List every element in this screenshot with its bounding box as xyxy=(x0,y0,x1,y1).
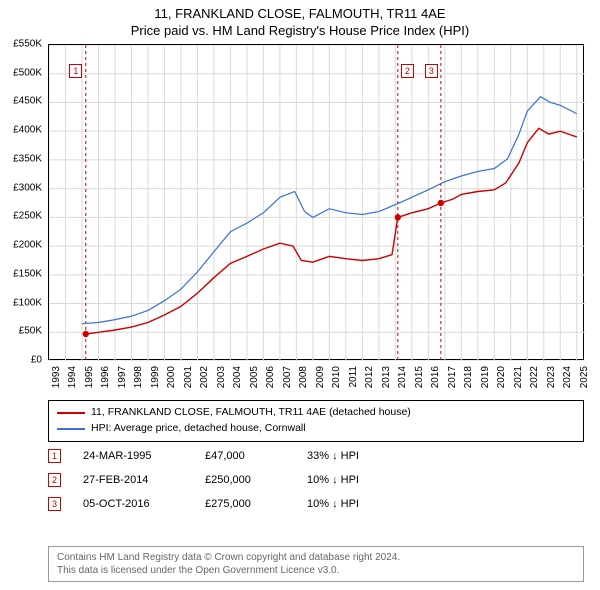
sale-events-table: 1 24-MAR-1995 £47,000 33% ↓ HPI 2 27-FEB-2014… xyxy=(48,444,584,516)
sale-marker-1: 1 xyxy=(69,64,82,78)
x-tick-label: 2013 xyxy=(381,366,392,388)
attribution-footer: Contains HM Land Registry data © Crown c… xyxy=(48,546,584,582)
footer-line-1: Contains HM Land Registry data © Crown c… xyxy=(57,551,575,564)
x-tick-label: 2017 xyxy=(447,366,458,388)
event-price: £275,000 xyxy=(205,498,285,510)
y-tick-label: £450K xyxy=(13,96,42,107)
chart-svg xyxy=(49,45,585,361)
sale-marker-2: 2 xyxy=(401,64,414,78)
x-tick-label: 2018 xyxy=(463,366,474,388)
x-tick-label: 2003 xyxy=(216,366,227,388)
title-line-2: Price paid vs. HM Land Registry's House … xyxy=(0,23,600,40)
x-tick-label: 2001 xyxy=(183,366,194,388)
y-axis-labels: £0£50K£100K£150K£200K£250K£300K£350K£400… xyxy=(0,44,46,360)
x-tick-label: 2021 xyxy=(513,366,524,388)
x-tick-label: 2005 xyxy=(249,366,260,388)
event-hpi: 10% ↓ HPI xyxy=(307,498,359,510)
title-block: 11, FRANKLAND CLOSE, FALMOUTH, TR11 4AE … xyxy=(0,0,600,42)
y-tick-label: £200K xyxy=(13,240,42,251)
x-tick-label: 2009 xyxy=(315,366,326,388)
legend-swatch xyxy=(57,412,85,414)
x-tick-label: 2011 xyxy=(348,366,359,388)
event-date: 27-FEB-2014 xyxy=(83,474,183,486)
legend-item: 11, FRANKLAND CLOSE, FALMOUTH, TR11 4AE … xyxy=(57,405,575,421)
y-tick-label: £250K xyxy=(13,211,42,222)
legend-item: HPI: Average price, detached house, Corn… xyxy=(57,421,575,437)
legend-label: HPI: Average price, detached house, Corn… xyxy=(91,421,306,437)
x-tick-label: 2007 xyxy=(282,366,293,388)
x-tick-label: 2008 xyxy=(298,366,309,388)
y-tick-label: £350K xyxy=(13,153,42,164)
x-tick-label: 1999 xyxy=(150,366,161,388)
legend-label: 11, FRANKLAND CLOSE, FALMOUTH, TR11 4AE … xyxy=(91,405,411,421)
sale-event-row: 2 27-FEB-2014 £250,000 10% ↓ HPI xyxy=(48,468,584,492)
y-tick-label: £550K xyxy=(13,39,42,50)
x-tick-label: 2006 xyxy=(265,366,276,388)
event-date: 24-MAR-1995 xyxy=(83,450,183,462)
x-tick-label: 1997 xyxy=(117,366,128,388)
event-date: 05-OCT-2016 xyxy=(83,498,183,510)
title-line-1: 11, FRANKLAND CLOSE, FALMOUTH, TR11 4AE xyxy=(0,6,600,23)
x-tick-label: 2016 xyxy=(430,366,441,388)
y-tick-label: £150K xyxy=(13,268,42,279)
event-price: £250,000 xyxy=(205,474,285,486)
x-tick-label: 2019 xyxy=(480,366,491,388)
event-hpi: 10% ↓ HPI xyxy=(307,474,359,486)
legend: 11, FRANKLAND CLOSE, FALMOUTH, TR11 4AE … xyxy=(48,400,584,442)
y-tick-label: £400K xyxy=(13,125,42,136)
event-hpi: 33% ↓ HPI xyxy=(307,450,359,462)
y-tick-label: £300K xyxy=(13,182,42,193)
y-tick-label: £0 xyxy=(31,355,42,366)
x-tick-label: 2012 xyxy=(364,366,375,388)
y-tick-label: £500K xyxy=(13,67,42,78)
event-marker: 2 xyxy=(48,473,61,487)
x-tick-label: 2000 xyxy=(166,366,177,388)
event-marker: 3 xyxy=(48,497,61,511)
x-tick-label: 1993 xyxy=(51,366,62,388)
x-tick-label: 2022 xyxy=(529,366,540,388)
footer-line-2: This data is licensed under the Open Gov… xyxy=(57,564,575,577)
y-tick-label: £100K xyxy=(13,297,42,308)
chart-plot-area: 1 23 xyxy=(48,44,584,360)
x-tick-label: 2004 xyxy=(232,366,243,388)
x-tick-label: 1996 xyxy=(100,366,111,388)
event-marker: 1 xyxy=(48,449,61,463)
chart-container: 11, FRANKLAND CLOSE, FALMOUTH, TR11 4AE … xyxy=(0,0,600,590)
x-tick-label: 2014 xyxy=(397,366,408,388)
sale-event-row: 1 24-MAR-1995 £47,000 33% ↓ HPI xyxy=(48,444,584,468)
x-tick-label: 2025 xyxy=(579,366,590,388)
x-tick-label: 1998 xyxy=(133,366,144,388)
x-tick-label: 2010 xyxy=(331,366,342,388)
x-tick-label: 2024 xyxy=(562,366,573,388)
event-price: £47,000 xyxy=(205,450,285,462)
x-tick-label: 1995 xyxy=(84,366,95,388)
x-axis-labels: 1993 1994 1995 1996 1997 1998 1999 2000 2001 2002… xyxy=(48,362,584,396)
x-tick-label: 1994 xyxy=(67,366,78,388)
sale-marker-3: 3 xyxy=(425,64,438,78)
x-tick-label: 2015 xyxy=(414,366,425,388)
sale-event-row: 3 05-OCT-2016 £275,000 10% ↓ HPI xyxy=(48,492,584,516)
y-tick-label: £50K xyxy=(19,326,42,337)
x-tick-label: 2020 xyxy=(496,366,507,388)
x-tick-label: 2023 xyxy=(546,366,557,388)
legend-swatch xyxy=(57,428,85,430)
x-tick-label: 2002 xyxy=(199,366,210,388)
